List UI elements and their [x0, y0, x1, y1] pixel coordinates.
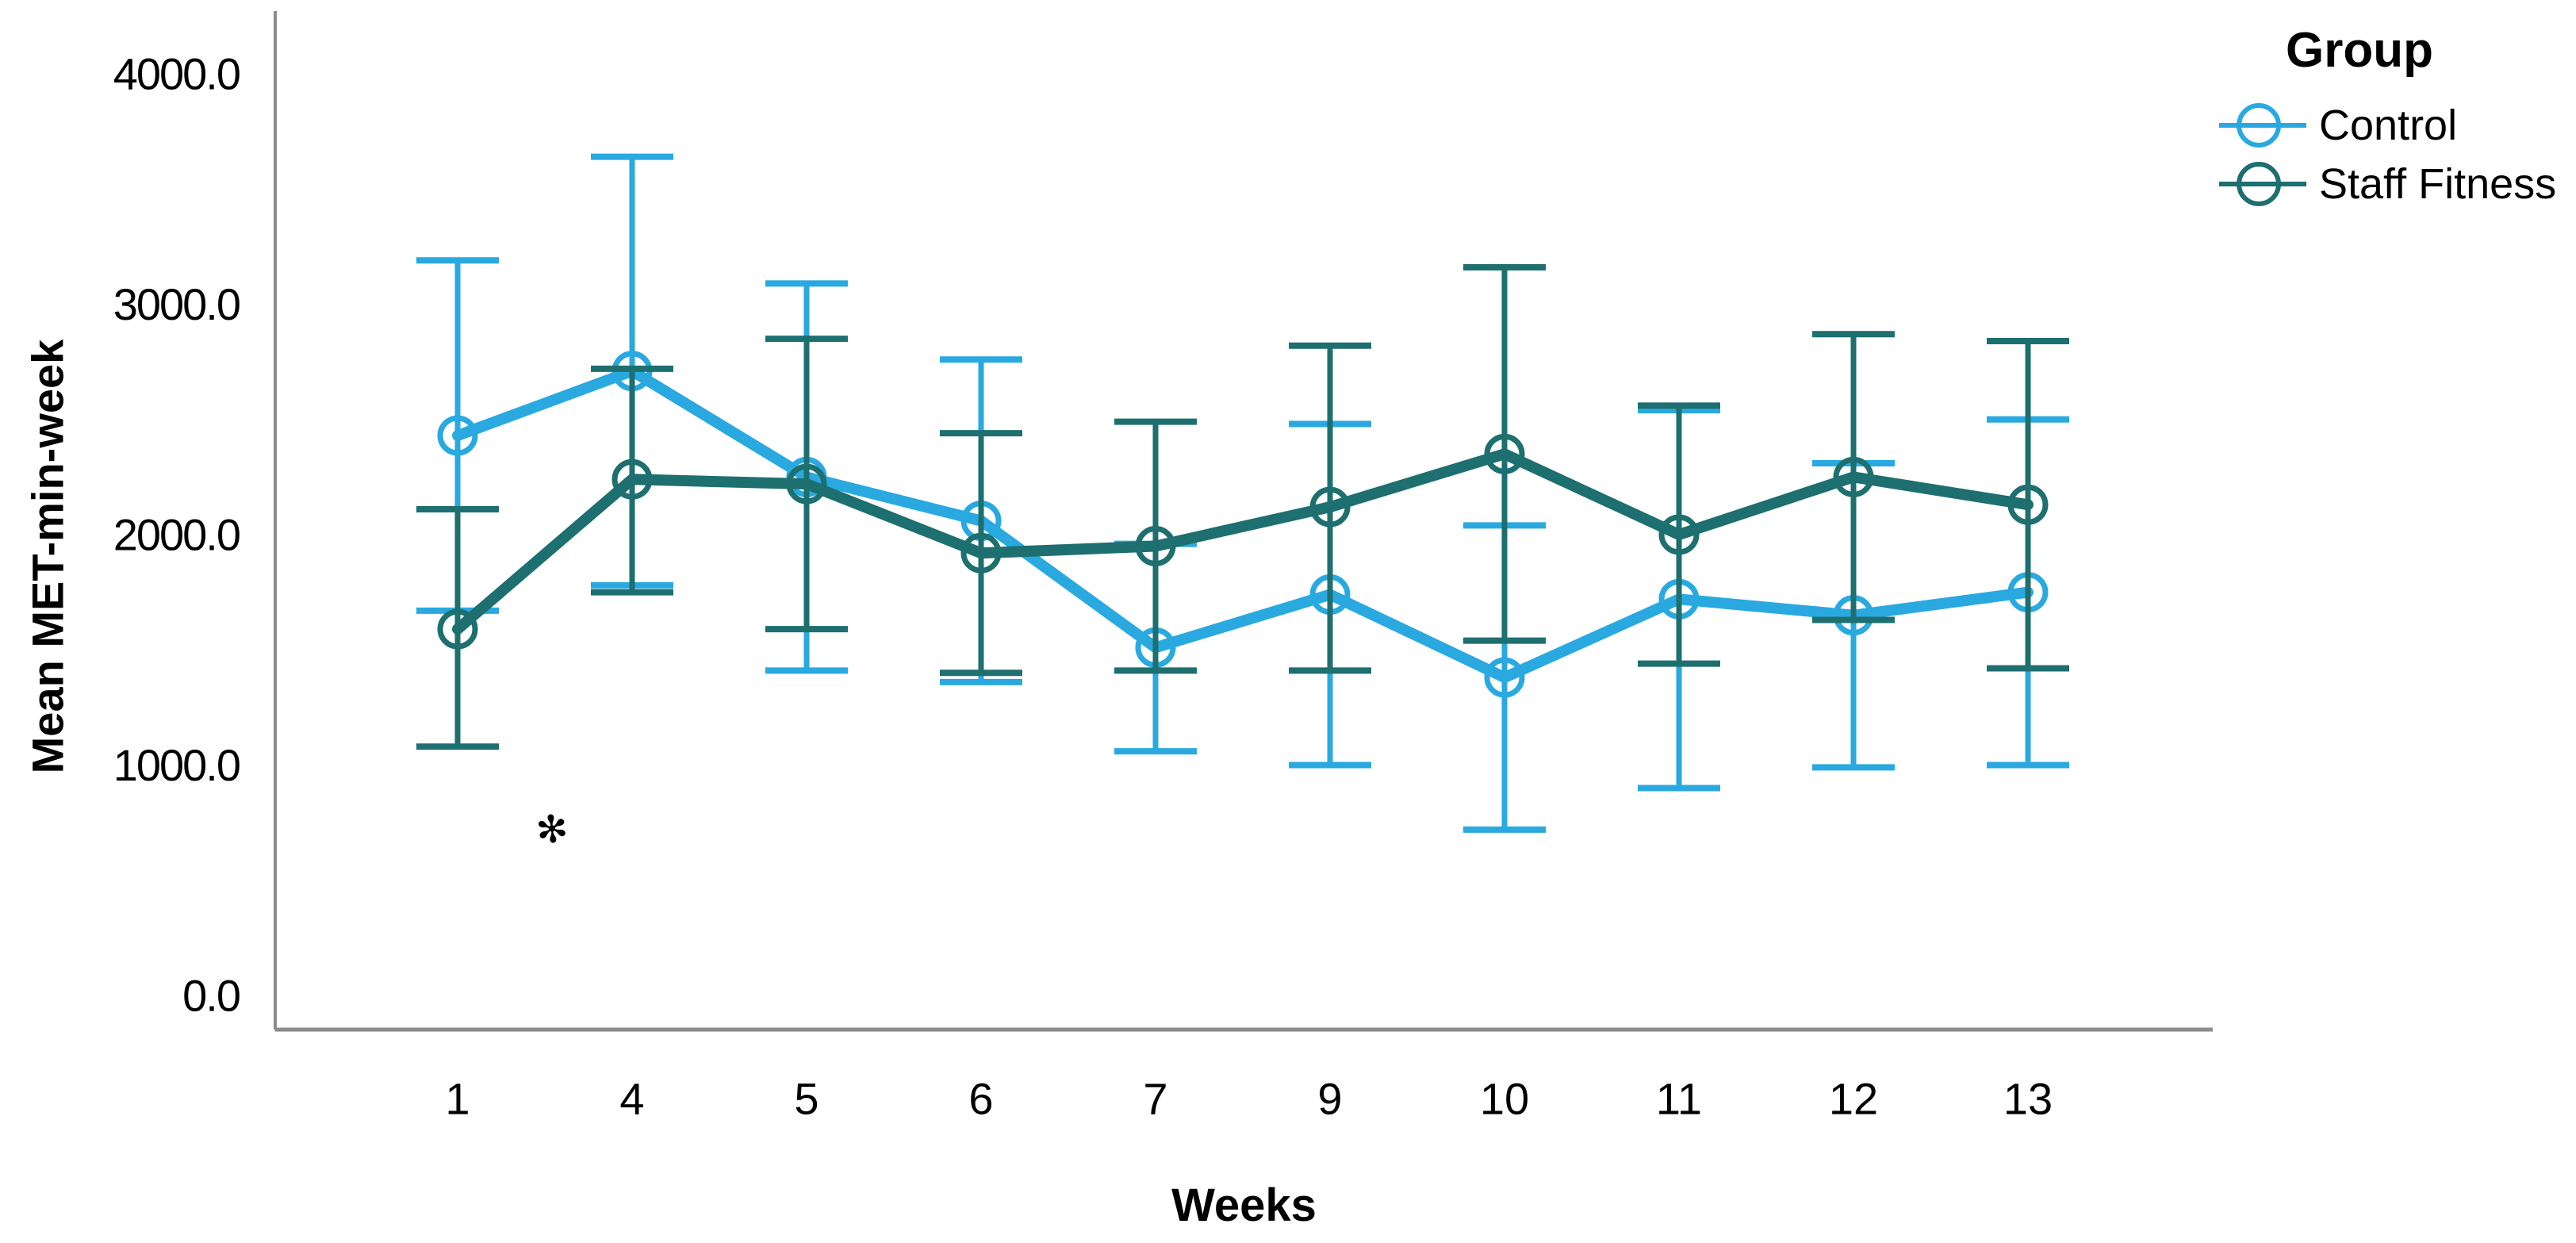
y-tick-label: 2000.0: [113, 510, 240, 560]
series-staff-fitness-marker: [1135, 526, 1176, 567]
series-staff-fitness-marker: [1484, 433, 1525, 474]
x-tick-label: 4: [619, 1074, 644, 1124]
staff-fitness-marker-icon: [2219, 162, 2306, 206]
legend-item-control: Control: [2218, 96, 2556, 155]
series-staff-fitness-marker: [960, 532, 1002, 574]
series-staff-fitness-marker: [1833, 456, 1874, 497]
control-marker-icon: [2219, 103, 2306, 148]
x-tick-label: 7: [1143, 1074, 1167, 1124]
y-tick-label: 0.0: [182, 971, 240, 1021]
series-control-marker: [437, 415, 478, 456]
y-tick-label: 1000.0: [113, 740, 240, 790]
y-tick-label: 3000.0: [113, 279, 240, 329]
series-staff-fitness-line: [452, 448, 2034, 635]
x-tick-label: 10: [1480, 1074, 1529, 1124]
series-control-line: [452, 365, 2034, 684]
x-tick-label: 1: [445, 1074, 470, 1124]
legend-item-staff-fitness: Staff Fitness: [2218, 155, 2556, 213]
y-axis-title: Mean MET-min-week: [22, 339, 73, 774]
x-tick-label: 13: [2003, 1074, 2053, 1124]
series-staff-fitness-marker: [437, 608, 478, 650]
legend-label-control: Control: [2319, 102, 2458, 149]
legend-label-staff-fitness: Staff Fitness: [2319, 160, 2557, 208]
x-tick-label: 6: [968, 1074, 993, 1124]
series-staff-fitness-marker: [611, 458, 653, 500]
legend-title: Group: [2286, 23, 2433, 78]
x-tick-label: 11: [1656, 1074, 1702, 1124]
series-control-marker: [1484, 657, 1525, 698]
x-tick-label: 9: [1317, 1074, 1342, 1124]
series-staff-fitness-marker: [786, 463, 827, 504]
asterisk-annotation-glyph: ✻: [534, 808, 570, 853]
x-tick-label: 5: [794, 1074, 818, 1124]
x-tick-label: 12: [1829, 1074, 1878, 1124]
legend-circle-control: [2237, 103, 2281, 148]
x-axis-title: Weeks: [1171, 1180, 1317, 1231]
y-tick-label: 4000.0: [113, 49, 240, 99]
legend-circle-staff: [2237, 162, 2281, 206]
series-staff-fitness-marker: [2007, 484, 2049, 525]
legend: Group Control Staff Fitness: [2218, 22, 2556, 213]
series-staff-fitness-marker: [1309, 486, 1351, 528]
series-staff-fitness-marker: [1658, 514, 1700, 555]
